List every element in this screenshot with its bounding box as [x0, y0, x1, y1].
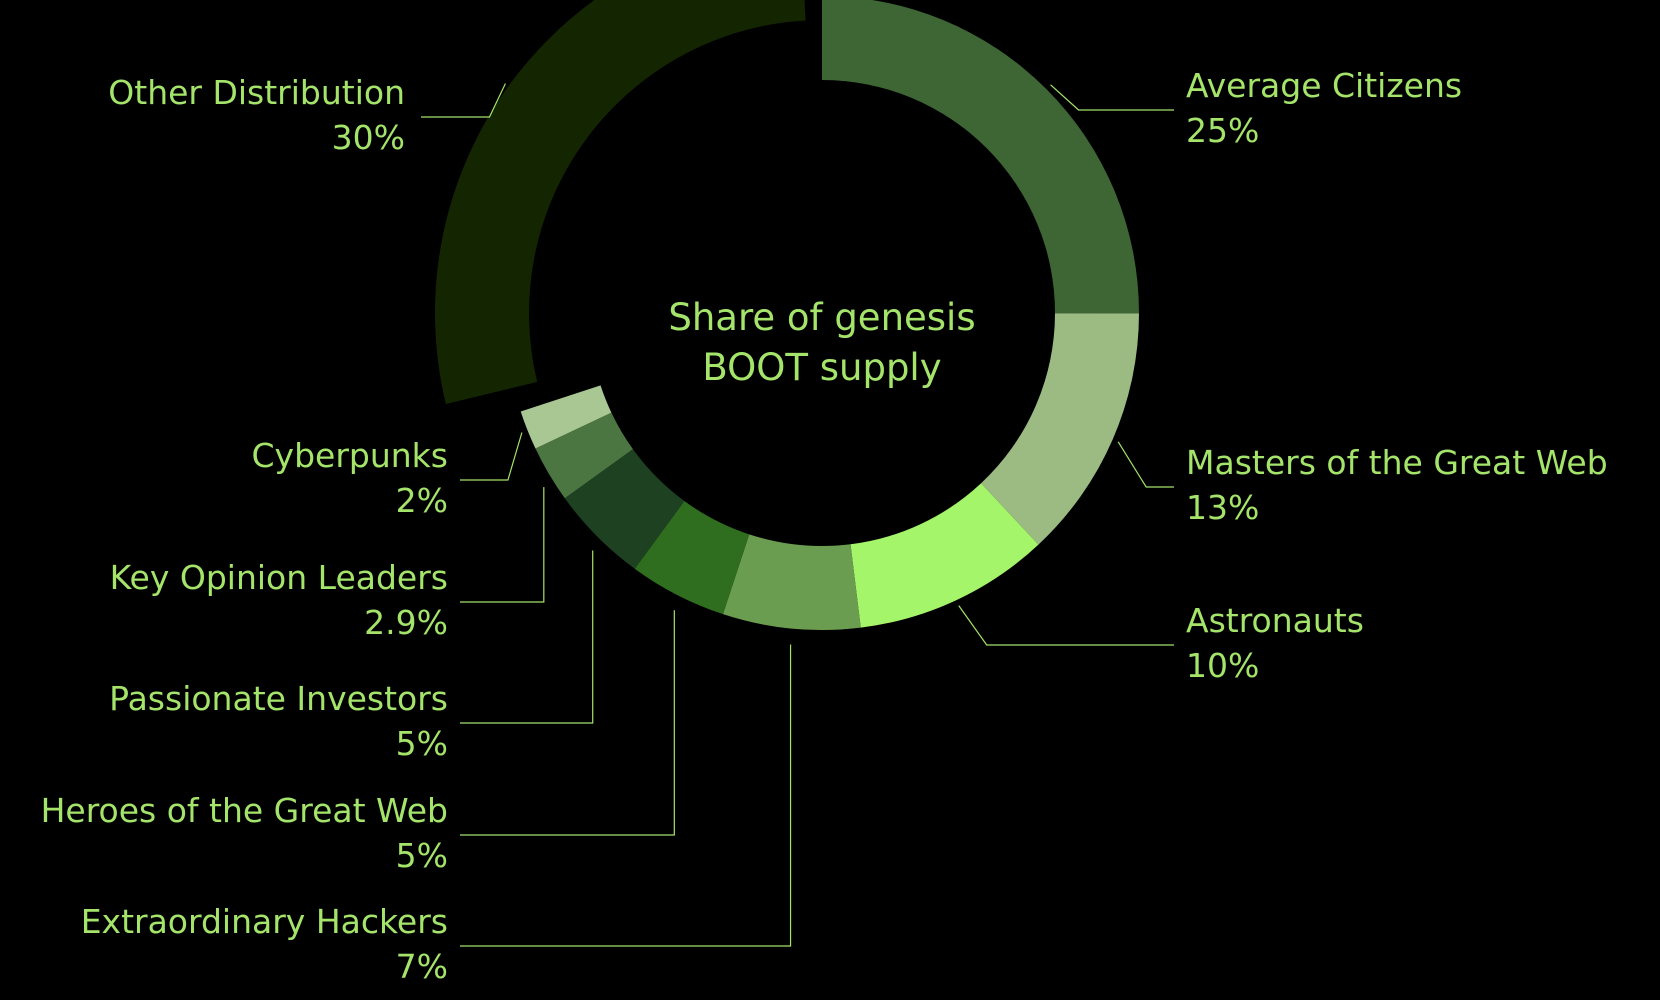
label-value-passionate-investors: 5%: [396, 724, 448, 763]
slice-extraordinary-hackers: [722, 534, 861, 630]
slice-average-citizens: [822, 0, 1140, 314]
label-value-masters-of-the-great-web: 13%: [1186, 488, 1259, 527]
leader-line-other-distribution: [421, 83, 506, 118]
slice-labels: Average Citizens 25% Masters of the Great …: [41, 66, 1608, 986]
label-name-passionate-investors: Passionate Investors: [109, 679, 448, 718]
label-name-heroes-of-the-great-web: Heroes of the Great Web: [41, 791, 448, 830]
label-name-cyberpunks: Cyberpunks: [252, 436, 448, 475]
slice-passionate-investors: [564, 449, 685, 569]
slice-heroes-of-the-great-web: [634, 500, 750, 615]
label-value-astronauts: 10%: [1186, 646, 1259, 685]
label-value-key-opinion-leaders: 2.9%: [364, 603, 448, 642]
label-name-average-citizens: Average Citizens: [1186, 66, 1462, 105]
leader-line-key-opinion-leaders: [460, 487, 545, 603]
leader-line-cyberpunks: [460, 432, 523, 481]
slice-cyberpunks: [520, 385, 612, 449]
label-name-masters-of-the-great-web: Masters of the Great Web: [1186, 443, 1608, 482]
label-name-key-opinion-leaders: Key Opinion Leaders: [110, 558, 448, 597]
slice-other-distribution: [435, 0, 806, 405]
slice-masters-of-the-great-web: [981, 313, 1139, 545]
label-value-extraordinary-hackers: 7%: [396, 947, 448, 986]
leader-line-average-citizens: [1050, 84, 1174, 111]
label-value-other-distribution: 30%: [332, 118, 405, 157]
chart-title: Share of genesis BOOT supply: [668, 296, 975, 389]
label-name-astronauts: Astronauts: [1186, 601, 1364, 640]
label-name-extraordinary-hackers: Extraordinary Hackers: [81, 902, 448, 941]
slice-key-opinion-leaders: [535, 412, 633, 499]
slice-astronauts: [850, 483, 1039, 628]
label-name-other-distribution: Other Distribution: [108, 73, 405, 112]
label-value-heroes-of-the-great-web: 5%: [396, 836, 448, 875]
leader-line-astronauts: [958, 605, 1174, 646]
donut-slices: [435, 0, 1140, 630]
leader-line-passionate-investors: [460, 550, 594, 724]
label-value-cyberpunks: 2%: [396, 481, 448, 520]
leader-line-heroes-of-the-great-web: [460, 610, 675, 836]
leader-lines: [421, 83, 1174, 947]
label-value-average-citizens: 25%: [1186, 111, 1259, 150]
leader-line-extraordinary-hackers: [460, 644, 792, 947]
leader-line-masters-of-the-great-web: [1117, 441, 1174, 488]
